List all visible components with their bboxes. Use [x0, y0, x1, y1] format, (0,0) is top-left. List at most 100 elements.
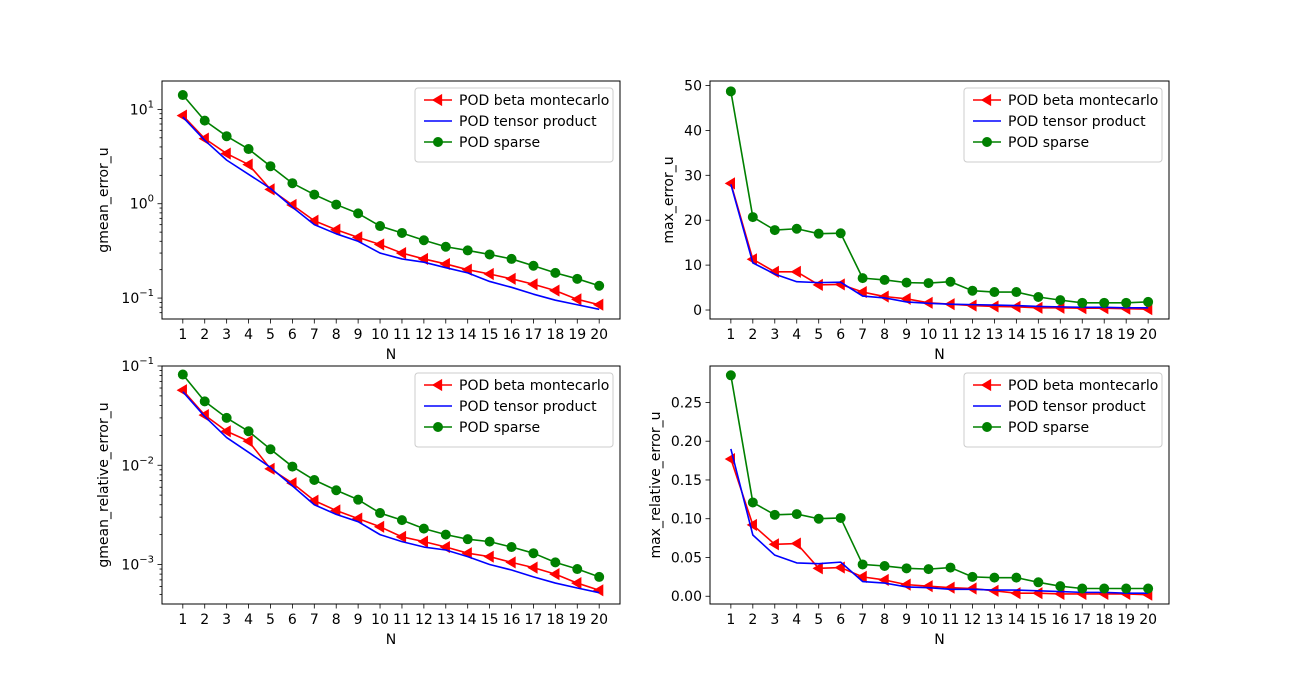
legend: POD beta montecarlo POD tensor product POD…: [963, 87, 1163, 163]
x-tick-label: 1: [178, 612, 187, 628]
y-tick-label: 10−1: [121, 288, 154, 307]
x-tick-label: 9: [354, 612, 363, 628]
x-tick-label: 6: [288, 327, 297, 343]
data-point: [1032, 301, 1043, 314]
x-tick-label: 13: [985, 327, 1003, 343]
data-point: [747, 212, 758, 223]
x-tick-label: 16: [503, 327, 521, 343]
x-tick-label: 12: [415, 327, 433, 343]
x-tick-label: 11: [393, 327, 411, 343]
chart-3: 10−110−210−31 2 3 4 5 6 7 8 9 10 11 12 13 14 15 16 17 18 1…: [96, 356, 621, 648]
data-point: [724, 177, 736, 190]
y-tick-label: 0.25: [671, 395, 702, 411]
data-point: [373, 520, 385, 533]
y-tick-label: 100: [130, 194, 154, 213]
legend-label: POD tensor product: [1008, 114, 1146, 130]
x-tick-label: 2: [200, 327, 209, 343]
legend-marker: [980, 378, 992, 392]
x-axis-label: N: [934, 347, 944, 363]
data-point: [1033, 291, 1044, 302]
x-tick-label: 15: [481, 327, 499, 343]
x-tick-label: 2: [748, 327, 757, 343]
x-tick-label: 14: [459, 612, 477, 628]
data-point: [242, 158, 253, 171]
data-point: [550, 557, 561, 568]
data-point: [988, 300, 999, 313]
x-tick-label: 12: [415, 612, 433, 628]
data-point: [483, 550, 494, 563]
x-tick-label: 9: [902, 327, 911, 343]
series-line-2: [182, 116, 600, 311]
x-tick-label: 18: [546, 612, 564, 628]
x-tick-label: 4: [792, 327, 801, 343]
data-point: [967, 285, 978, 296]
data-point: [221, 412, 232, 423]
x-tick-label: 5: [266, 612, 275, 628]
x-tick-label: 6: [836, 612, 845, 628]
data-point: [351, 231, 363, 244]
data-point: [594, 280, 605, 291]
data-point: [572, 564, 583, 575]
data-point: [528, 260, 539, 271]
data-point: [484, 536, 495, 547]
legend-marker: [982, 422, 992, 432]
legend-label: POD sparse: [459, 135, 540, 151]
x-axis-label: N: [386, 632, 396, 648]
data-point: [199, 396, 210, 407]
data-point: [439, 257, 450, 271]
data-point: [331, 485, 342, 496]
axes-frame: [161, 80, 621, 320]
data-point: [505, 272, 516, 285]
legend-marker: [433, 422, 443, 432]
data-point: [1077, 583, 1088, 594]
data-point: [878, 290, 889, 303]
data-point: [395, 530, 407, 543]
data-point: [373, 238, 385, 251]
y-axis-label: gmean_relative_error_u: [96, 402, 112, 567]
data-point: [331, 199, 342, 210]
x-tick-label: 8: [332, 612, 341, 628]
axes-frame: [161, 365, 621, 605]
x-tick-label: 1: [726, 612, 735, 628]
data-point: [243, 426, 254, 437]
x-tick-label: 10: [371, 612, 389, 628]
data-point: [1055, 295, 1066, 306]
y-tick-label: 30: [684, 168, 702, 184]
data-point: [375, 508, 386, 519]
data-point: [287, 178, 298, 189]
x-tick-label: 20: [590, 612, 608, 628]
y-tick-label: 10: [684, 258, 702, 274]
legend-marker: [982, 137, 992, 147]
x-tick-label: 13: [985, 612, 1003, 628]
data-point: [967, 571, 978, 582]
data-point: [1054, 301, 1065, 314]
x-tick-label: 11: [393, 612, 411, 628]
data-point: [330, 223, 341, 236]
data-point: [220, 147, 231, 160]
data-point: [812, 278, 823, 291]
legend-marker: [431, 378, 443, 392]
legend-box: [414, 87, 614, 163]
data-point: [1077, 297, 1088, 308]
data-point: [834, 561, 845, 574]
legend-box: [414, 372, 614, 448]
legend-box: [963, 372, 1163, 448]
x-tick-label: 17: [1073, 612, 1091, 628]
x-tick-label: 8: [332, 327, 341, 343]
data-point: [746, 518, 757, 531]
x-tick-label: 12: [964, 327, 982, 343]
x-tick-label: 5: [266, 327, 275, 343]
data-point: [725, 370, 736, 381]
x-tick-label: 16: [503, 612, 521, 628]
x-tick-label: 16: [1051, 612, 1069, 628]
x-tick-label: 14: [1007, 612, 1025, 628]
axes-frame: [709, 80, 1170, 320]
data-point: [264, 183, 275, 196]
data-point: [572, 273, 583, 284]
x-tick-label: 13: [437, 612, 455, 628]
legend: POD beta montecarlo POD tensor product POD…: [414, 372, 614, 448]
y-tick-label: 20: [684, 213, 702, 229]
y-tick-label: 101: [130, 99, 154, 118]
data-point: [396, 227, 407, 238]
